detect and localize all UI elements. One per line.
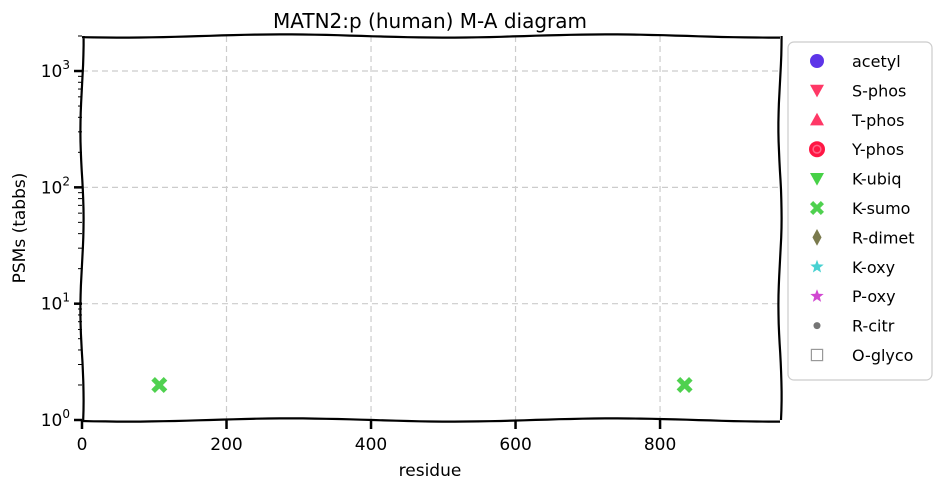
legend-label-r-citr: R-citr bbox=[852, 317, 895, 336]
legend-label-t-phos: T-phos bbox=[851, 111, 905, 130]
x-axis-label: residue bbox=[399, 461, 462, 481]
legend-label-k-sumo: K-sumo bbox=[852, 199, 910, 218]
legend-label-s-phos: S-phos bbox=[852, 81, 906, 100]
y-tick-label: 101 bbox=[41, 291, 70, 315]
y-tick-label: 100 bbox=[41, 407, 70, 431]
legend-marker-y-phos bbox=[809, 141, 825, 158]
x-axis-ticks: 0 200 400 600 800 bbox=[77, 420, 676, 455]
x-tick-label: 600 bbox=[499, 435, 531, 455]
legend-label-r-dimet: R-dimet bbox=[852, 228, 915, 247]
data-point-k-sumo bbox=[151, 376, 168, 393]
x-tick-label: 0 bbox=[77, 435, 88, 455]
legend-label-o-glyco: O-glyco bbox=[852, 346, 913, 365]
y-axis-label: PSMs (tabbs) bbox=[10, 173, 30, 284]
grid-lines bbox=[82, 36, 780, 420]
legend-marker-k-sumo bbox=[810, 201, 824, 215]
plot-frame bbox=[79, 33, 783, 423]
legend-marker-r-dimet bbox=[812, 229, 822, 246]
legend-marker-s-phos bbox=[810, 84, 824, 98]
x-tick-label: 800 bbox=[644, 435, 676, 455]
legend-marker-p-oxy bbox=[810, 289, 824, 302]
legend-box bbox=[787, 41, 933, 381]
legend-marker-t-phos bbox=[810, 112, 824, 126]
y-tick-label: 102 bbox=[41, 174, 70, 198]
legend-label-y-phos: Y-phos bbox=[851, 140, 904, 159]
legend-marker-r-citr bbox=[813, 322, 821, 330]
y-tick-label: 103 bbox=[41, 58, 70, 82]
legend-marker-o-glyco bbox=[810, 348, 824, 362]
data-point-k-sumo bbox=[676, 376, 693, 393]
chart-title: MATN2:p (human) M-A diagram bbox=[273, 9, 587, 33]
legend-label-p-oxy: P-oxy bbox=[852, 287, 896, 306]
legend-label-k-ubiq: K-ubiq bbox=[852, 170, 901, 189]
legend: acetyl S-phos T-phos Y-phos K-ubiq K-sumo R-di… bbox=[787, 41, 933, 381]
legend-marker-acetyl bbox=[810, 54, 824, 68]
legend-marker-k-ubiq bbox=[810, 173, 824, 186]
x-tick-label: 400 bbox=[355, 435, 387, 455]
legend-label-k-oxy: K-oxy bbox=[852, 258, 895, 277]
y-axis-ticks: 100 101 102 103 bbox=[41, 35, 82, 431]
legend-label-acetyl: acetyl bbox=[852, 52, 901, 71]
x-tick-label: 200 bbox=[210, 435, 242, 455]
data-points bbox=[151, 376, 693, 393]
legend-marker-k-oxy bbox=[810, 259, 824, 273]
